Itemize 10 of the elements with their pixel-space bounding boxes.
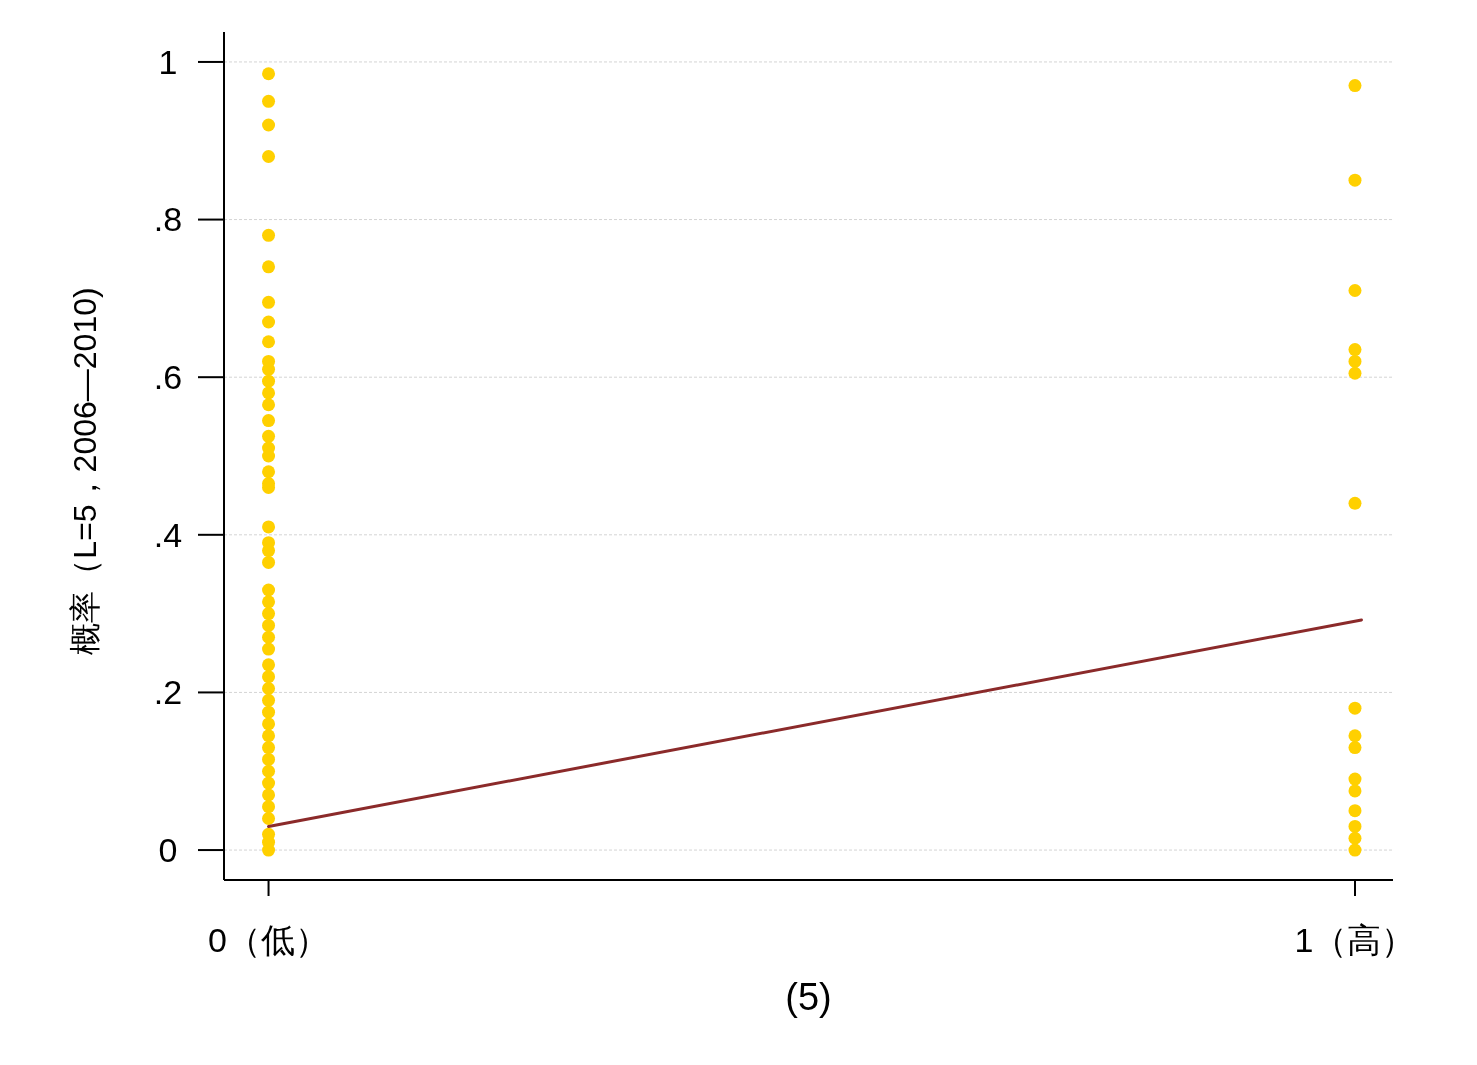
y-tick-label: 1: [158, 42, 178, 81]
x-tick-label: 1（高）: [1294, 921, 1416, 959]
y-tick-label: 0: [158, 830, 178, 869]
y-tick-label: .8: [153, 200, 183, 239]
y-axis-title: 概率（L=5，2006—2010): [67, 287, 103, 655]
y-tick-label: .2: [153, 673, 183, 712]
x-tick-label: 0（低）: [208, 921, 329, 959]
y-tick-label: .6: [153, 358, 183, 397]
y-tick-label: .4: [153, 515, 183, 554]
x-axis-title: (5): [785, 976, 832, 1018]
